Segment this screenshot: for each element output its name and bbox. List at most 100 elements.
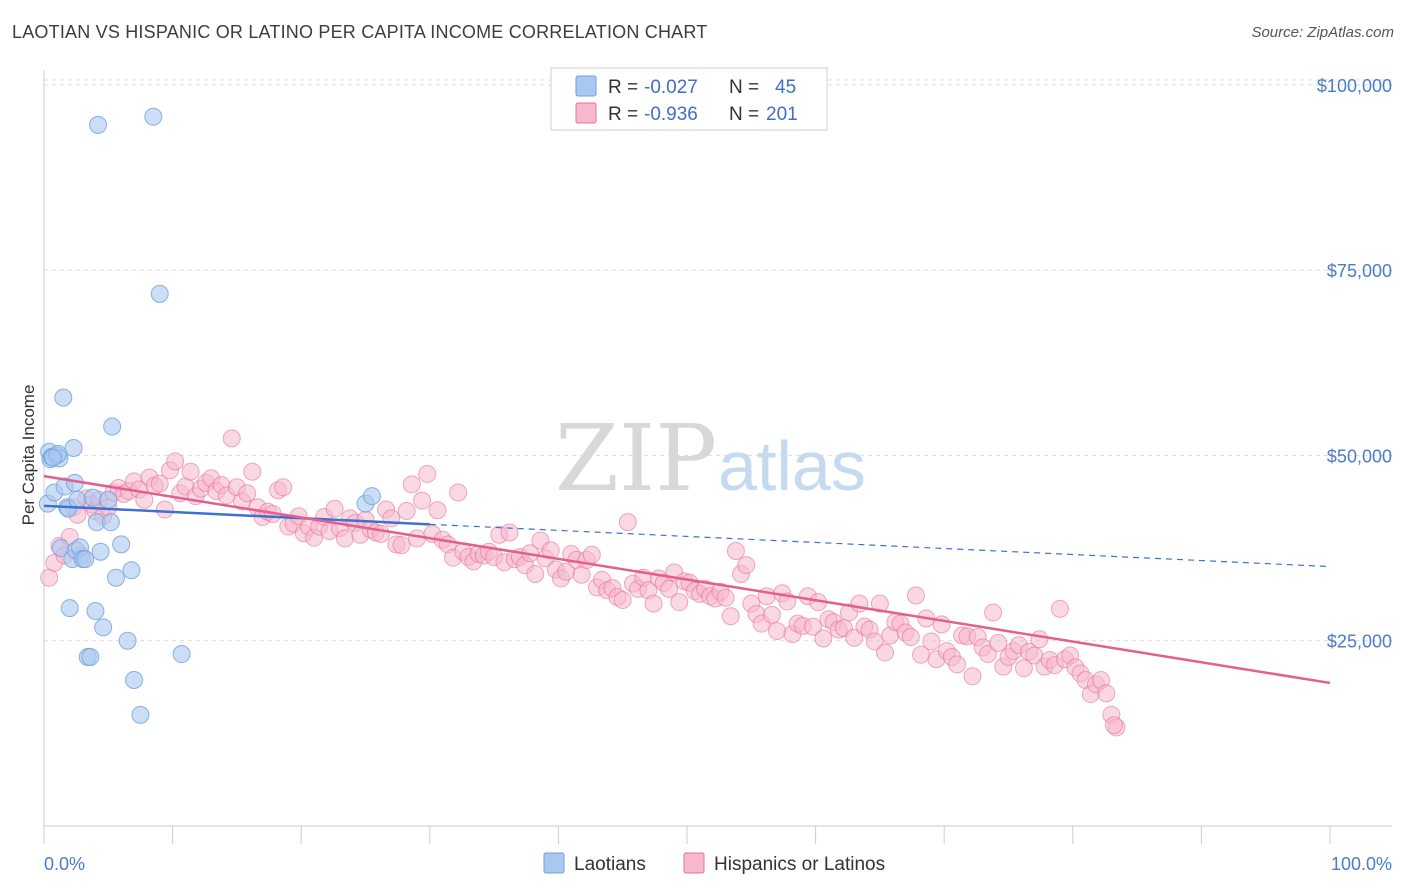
- legend-bottom-swatch-hispanic: [683, 852, 705, 874]
- hispanic-point: [274, 478, 293, 497]
- x-tick-label: 0.0%: [44, 854, 85, 874]
- hispanic-point: [582, 545, 601, 564]
- hispanic-point: [243, 462, 262, 481]
- legend-box: [550, 67, 828, 131]
- laotian-point: [131, 705, 150, 724]
- hispanic-point: [845, 628, 864, 647]
- laotian-point: [99, 490, 118, 509]
- hispanic-point: [181, 462, 200, 481]
- hispanic-point: [978, 645, 997, 664]
- laotian-point: [362, 487, 381, 506]
- laotian-point: [54, 388, 73, 407]
- hispanic-point: [1104, 716, 1123, 735]
- hispanic-point: [1050, 599, 1069, 618]
- legend-n-label-1: N =: [729, 77, 759, 98]
- hispanic-point: [850, 594, 869, 613]
- x-tick-label: 100.0%: [1331, 854, 1392, 874]
- hispanic-point: [407, 529, 426, 548]
- y-axis-label: Per Capita Income: [19, 385, 38, 526]
- hispanic-point: [618, 513, 637, 532]
- hispanic-point: [428, 501, 447, 520]
- hispanic-trendline: [43, 474, 1331, 685]
- hispanic-point: [716, 588, 735, 607]
- laotian-point: [103, 417, 122, 436]
- hispanic-point: [762, 605, 781, 624]
- gridlines: [44, 79, 1392, 642]
- watermark: ZIP atlas: [555, 405, 866, 512]
- y-tick-label: $50,000: [1327, 446, 1392, 466]
- laotian-point: [107, 568, 126, 587]
- watermark-zip: ZIP: [555, 405, 717, 512]
- laotian-points: [38, 107, 381, 724]
- source-label: Source: ZipAtlas.com: [1251, 24, 1394, 41]
- legend-n-value-2: 201: [766, 104, 798, 125]
- legend-r-label-1: R =: [608, 77, 638, 98]
- hispanic-point: [768, 622, 787, 641]
- hispanic-point: [382, 509, 401, 528]
- hispanic-point: [526, 565, 545, 583]
- hispanic-point: [371, 524, 390, 543]
- laotian-point: [122, 561, 141, 580]
- legend-top: R = -0.027 N = 45 R = -0.936 N = 201: [550, 67, 828, 131]
- laotian-point: [60, 599, 79, 618]
- legend-bottom: Laotians Hispanics or Latinos: [543, 852, 885, 875]
- hispanic-point: [804, 617, 823, 636]
- hispanic-point: [1097, 684, 1116, 703]
- hispanic-point: [721, 607, 740, 626]
- hispanic-point: [613, 590, 632, 609]
- hispanic-point: [402, 475, 421, 494]
- laotian-point: [125, 670, 144, 689]
- laotian-point: [101, 513, 120, 532]
- laotian-point: [144, 107, 163, 126]
- y-tick-label: $100,000: [1317, 76, 1392, 96]
- laotian-point: [118, 631, 137, 650]
- laotian-point: [94, 618, 113, 637]
- hispanic-point: [948, 655, 967, 674]
- laotian-point: [112, 535, 131, 554]
- hispanic-point: [449, 483, 468, 502]
- hispanic-point: [166, 452, 185, 471]
- hispanic-point: [644, 594, 663, 613]
- y-tick-label: $75,000: [1327, 261, 1392, 281]
- laotian-point: [44, 448, 63, 467]
- hispanic-point: [870, 594, 889, 613]
- hispanic-point: [1030, 630, 1049, 649]
- x-tick-labels: 0.0% 100.0%: [44, 854, 1392, 874]
- hispanic-point: [989, 633, 1008, 652]
- laotian-point: [64, 439, 83, 457]
- laotian-point: [172, 645, 191, 664]
- chart-title: LAOTIAN VS HISPANIC OR LATINO PER CAPITA…: [12, 22, 708, 42]
- legend-r-value-2: -0.936: [644, 104, 698, 125]
- hispanic-point: [876, 643, 895, 662]
- trendlines: [43, 474, 1331, 685]
- hispanic-point: [922, 632, 941, 651]
- hispanic-point: [335, 529, 354, 548]
- laotian-point: [83, 488, 102, 507]
- y-tick-label: $25,000: [1327, 632, 1392, 652]
- hispanic-point: [392, 536, 411, 555]
- hispanic-points: [40, 429, 1126, 737]
- laotian-point: [150, 284, 169, 303]
- y-tick-labels: $25,000 $50,000 $75,000 $100,000: [1317, 76, 1392, 652]
- hispanic-point: [737, 556, 756, 575]
- hispanic-point: [901, 628, 920, 646]
- legend-bottom-swatch-laotian: [543, 852, 565, 874]
- laotian-point: [81, 648, 100, 667]
- laotian-point: [91, 542, 110, 561]
- hispanic-point: [500, 523, 519, 542]
- legend-r-value-1: -0.027: [644, 77, 698, 98]
- hispanic-point: [325, 499, 344, 518]
- watermark-atlas: atlas: [718, 427, 866, 505]
- hispanic-point: [222, 429, 241, 448]
- hispanic-point: [814, 629, 833, 648]
- laotian-point: [68, 490, 87, 509]
- legend-bottom-label-laotian: Laotians: [574, 854, 646, 875]
- legend-bottom-label-hispanic: Hispanics or Latinos: [714, 854, 885, 875]
- hispanic-point: [150, 474, 169, 493]
- hispanic-point: [670, 593, 689, 612]
- hispanic-point: [984, 603, 1003, 622]
- hispanic-point: [659, 579, 678, 598]
- hispanic-point: [726, 542, 745, 561]
- hispanic-point: [397, 502, 416, 520]
- hispanic-point: [413, 491, 432, 510]
